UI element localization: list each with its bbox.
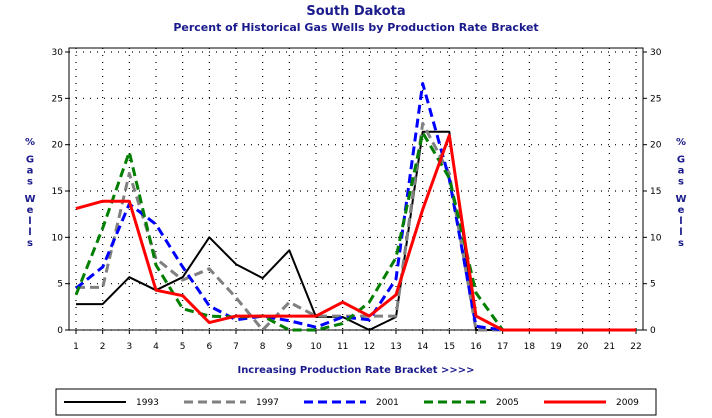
y-tick-label-left: 10: [52, 233, 64, 243]
series-lines: [74, 82, 636, 332]
y-tick-label-left: 0: [57, 326, 63, 336]
x-tick-label: 5: [180, 342, 186, 352]
x-tick-label: 3: [126, 342, 132, 352]
y-tick-label-right: 0: [650, 326, 656, 336]
y-tick-label-right: 5: [650, 280, 656, 290]
x-axis: 1 2 3 4 5 6 7 8 9 10 11 12 13 14 15 16 17 18 19 20 21 22: [73, 330, 642, 352]
legend-label-1993: 1993: [136, 398, 159, 408]
y-tick-label-left: 25: [52, 94, 63, 104]
x-tick-label: 7: [233, 342, 239, 352]
y-tick-label-right: 15: [650, 187, 661, 197]
y-tick-label-right: 25: [650, 94, 661, 104]
chart-subtitle: Percent of Historical Gas Wells by Produ…: [173, 21, 538, 34]
x-tick-label: 13: [390, 342, 401, 352]
x-axis-label: Increasing Production Rate Bracket >>>>: [237, 365, 474, 376]
y-tick-label-left: 15: [52, 187, 63, 197]
x-tick-label: 1: [73, 342, 79, 352]
series-line-2001: [75, 82, 636, 332]
x-tick-label: 11: [337, 342, 348, 352]
x-tick-label: 17: [497, 342, 508, 352]
x-tick-label: 9: [286, 342, 292, 352]
x-tick-label: 21: [604, 342, 615, 352]
legend-label-2001: 2001: [376, 398, 399, 408]
y-tick-label-left: 5: [57, 280, 63, 290]
x-tick-label: 16: [470, 342, 482, 352]
legend: 1993 1997 2001 2005 2009: [64, 398, 639, 408]
x-tick-label: 12: [364, 342, 375, 352]
series-line-1997: [76, 121, 636, 332]
legend-label-2005: 2005: [496, 398, 519, 408]
chart-title: South Dakota: [306, 4, 405, 19]
legend-label-1997: 1997: [256, 398, 279, 408]
x-tick-label: 22: [630, 342, 641, 352]
plot-area: [68, 47, 644, 331]
x-tick-label: 4: [153, 342, 159, 352]
y-tick-label-left: 20: [52, 141, 64, 151]
x-tick-label: 19: [550, 342, 562, 352]
x-tick-label: 6: [206, 342, 212, 352]
right-y-axis: 0 5 10 15 20 25 30: [643, 48, 662, 336]
x-tick-label: 20: [577, 342, 589, 352]
series-line-2009: [75, 133, 636, 332]
y-tick-label-right: 30: [650, 48, 662, 58]
x-tick-label: 2: [100, 342, 106, 352]
y-tick-label-right: 20: [650, 141, 662, 151]
x-tick-label: 15: [444, 342, 455, 352]
y-tick-label-left: 30: [52, 48, 64, 58]
legend-label-2009: 2009: [616, 398, 639, 408]
x-tick-label: 14: [417, 342, 429, 352]
x-tick-label: 8: [260, 342, 266, 352]
left-y-axis: 0 5 10 15 20 25 30: [52, 48, 69, 336]
x-tick-label: 18: [524, 342, 536, 352]
legend-box: [55, 388, 657, 416]
x-tick-label: 10: [310, 342, 322, 352]
y-tick-label-right: 10: [650, 233, 662, 243]
